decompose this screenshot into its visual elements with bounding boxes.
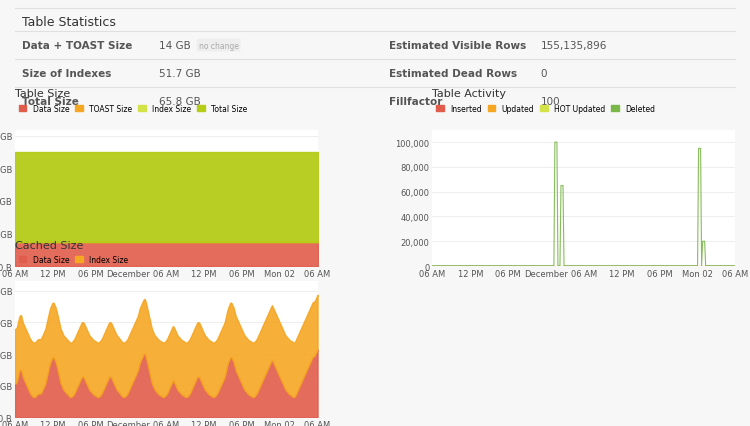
Text: Total Size: Total Size — [22, 96, 79, 106]
Legend: Inserted, Updated, HOT Updated, Deleted: Inserted, Updated, HOT Updated, Deleted — [436, 104, 656, 113]
Legend: Data Size, TOAST Size, Index Size, Total Size: Data Size, TOAST Size, Index Size, Total… — [19, 104, 248, 113]
Text: Data + TOAST Size: Data + TOAST Size — [22, 41, 133, 51]
Text: 65.8 GB: 65.8 GB — [159, 96, 201, 106]
Text: Estimated Visible Rows: Estimated Visible Rows — [389, 41, 526, 51]
Text: Fillfactor: Fillfactor — [389, 96, 442, 106]
Text: Size of Indexes: Size of Indexes — [22, 69, 112, 79]
Text: 14 GB: 14 GB — [159, 41, 190, 51]
Text: 0: 0 — [541, 69, 547, 79]
Text: 100: 100 — [541, 96, 560, 106]
Legend: Data Size, Index Size: Data Size, Index Size — [19, 256, 128, 265]
Text: Cached Size: Cached Size — [15, 240, 83, 250]
Text: 155,135,896: 155,135,896 — [541, 41, 607, 51]
Text: Table Statistics: Table Statistics — [22, 16, 116, 29]
Text: Estimated Dead Rows: Estimated Dead Rows — [389, 69, 518, 79]
Text: 51.7 GB: 51.7 GB — [159, 69, 201, 79]
Text: Table Activity: Table Activity — [433, 89, 506, 99]
Text: Table Size: Table Size — [15, 89, 70, 99]
Text: no change: no change — [199, 41, 238, 50]
